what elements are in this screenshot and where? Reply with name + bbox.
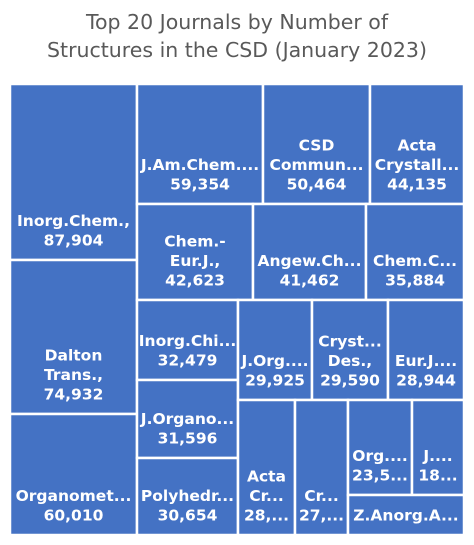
treemap-tile-rect	[386, 298, 466, 402]
treemap-tile: Eur.J.... 28,944	[386, 298, 466, 402]
treemap-tile-label: Dalton	[45, 347, 103, 365]
treemap-tile-label: 30,654	[158, 507, 218, 525]
treemap-tile-label: 28,944	[396, 372, 456, 390]
treemap-tile-label: 18...	[418, 467, 457, 485]
treemap-tile-rect	[293, 398, 350, 537]
treemap-tile-rect	[236, 298, 314, 402]
treemap-tile-rect	[310, 298, 390, 402]
chart-title-line-2: Structures in the CSD (January 2023)	[47, 38, 427, 62]
treemap-tile-label: Chem.-	[164, 233, 225, 251]
treemap-tile-label: J.Am.Chem....	[140, 156, 259, 174]
treemap-tile-label: 28,...	[244, 507, 289, 525]
treemap-tile: J.Organo... 31,596	[135, 378, 240, 460]
treemap-tile-rect	[135, 202, 255, 302]
treemap-tile-label: 60,010	[44, 507, 104, 525]
treemap-tile: Angew.Ch... 41,462	[251, 202, 368, 302]
treemap-tile: Org.... 23,5...	[346, 398, 414, 497]
treemap-tile-label: Inorg.Chem.,	[17, 212, 130, 230]
treemap-tile-label: J....	[422, 447, 452, 465]
treemap-tile: Cr... 27,...	[293, 398, 350, 537]
treemap-tile: Cryst...Des., 29,590	[310, 298, 390, 402]
treemap-tile-label: 74,932	[44, 386, 104, 404]
treemap-tile-rect	[135, 82, 265, 206]
treemap-tile-rect	[346, 398, 414, 497]
treemap-tile-label: Eur.J.,	[170, 252, 221, 270]
treemap-tile-rect	[368, 82, 466, 206]
treemap-tile-label: 32,479	[158, 352, 218, 370]
treemap-tile-label: 87,904	[44, 232, 104, 250]
treemap-tile-label: 29,925	[245, 372, 305, 390]
treemap-tile-label: CSD	[299, 137, 335, 155]
treemap-tile-label: 23,5...	[352, 467, 408, 485]
treemap-tile-label: Polyhedr...	[141, 487, 234, 505]
treemap-tile: J.Org.... 29,925	[236, 298, 314, 402]
treemap-tile: Z.Anorg.A...	[346, 493, 466, 537]
treemap-tile-label: 31,596	[158, 430, 218, 448]
treemap-tile-label: Des.,	[328, 352, 372, 370]
treemap-tile-label: J.Org....	[240, 352, 308, 370]
chart-title-line-1: Top 20 Journals by Number of	[85, 10, 389, 34]
treemap-tile: Organomet... 60,010	[8, 412, 139, 537]
treemap-tile: J.... 18...	[410, 398, 466, 497]
treemap-tile: Chem.-Eur.J., 42,623	[135, 202, 255, 302]
treemap-tile-label: Cr...	[304, 487, 338, 505]
treemap-tile-label: Cr...	[249, 487, 283, 505]
treemap-tile-label: Organomet...	[16, 487, 132, 505]
treemap-tile-label: 29,590	[320, 372, 380, 390]
treemap-tile-label: Chem.C...	[373, 252, 457, 270]
treemap-tile-rect	[135, 456, 240, 537]
treemap-tile-label: 59,354	[170, 176, 230, 194]
treemap-tile-rect	[346, 493, 466, 537]
treemap-tile-label: Commun...	[269, 156, 363, 174]
treemap-tile-label: Org....	[352, 447, 407, 465]
treemap-tile-label: 42,623	[165, 272, 225, 290]
treemap-tile: Polyhedr... 30,654	[135, 456, 240, 537]
treemap-tile-label: 50,464	[287, 176, 347, 194]
treemap-tile-label: Cryst...	[318, 333, 381, 351]
treemap-tile-rect	[251, 202, 368, 302]
treemap-tile-label: Angew.Ch...	[258, 252, 362, 270]
treemap-tile: Chem.C... 35,884	[364, 202, 466, 302]
treemap-tile-label: 27,...	[299, 507, 344, 525]
treemap-tile-label: Acta	[397, 137, 436, 155]
treemap-tile-rect	[135, 298, 240, 382]
treemap-tile: Inorg.Chem., 87,904	[8, 82, 139, 262]
treemap-tile-label: Eur.J....	[395, 352, 457, 370]
treemap-tile-label: 44,135	[387, 176, 447, 194]
chart-title: Top 20 Journals by Number of Structures …	[0, 8, 474, 64]
treemap-tile: J.Am.Chem.... 59,354	[135, 82, 265, 206]
treemap-tile: Inorg.Chi... 32,479	[135, 298, 240, 382]
treemap-tile-label: Z.Anorg.A...	[353, 507, 458, 525]
treemap-tile-label: 41,462	[280, 272, 340, 290]
treemap-tile-label: 35,884	[385, 272, 445, 290]
treemap-tile-label: J.Organo...	[140, 410, 234, 428]
treemap-tile-rect	[261, 82, 372, 206]
treemap-tile-label: Acta	[247, 468, 286, 486]
treemap-tile-label: Inorg.Chi...	[139, 332, 236, 350]
treemap-tile-label: Crystall...	[375, 156, 460, 174]
treemap-tile-label: Trans.,	[44, 366, 103, 384]
